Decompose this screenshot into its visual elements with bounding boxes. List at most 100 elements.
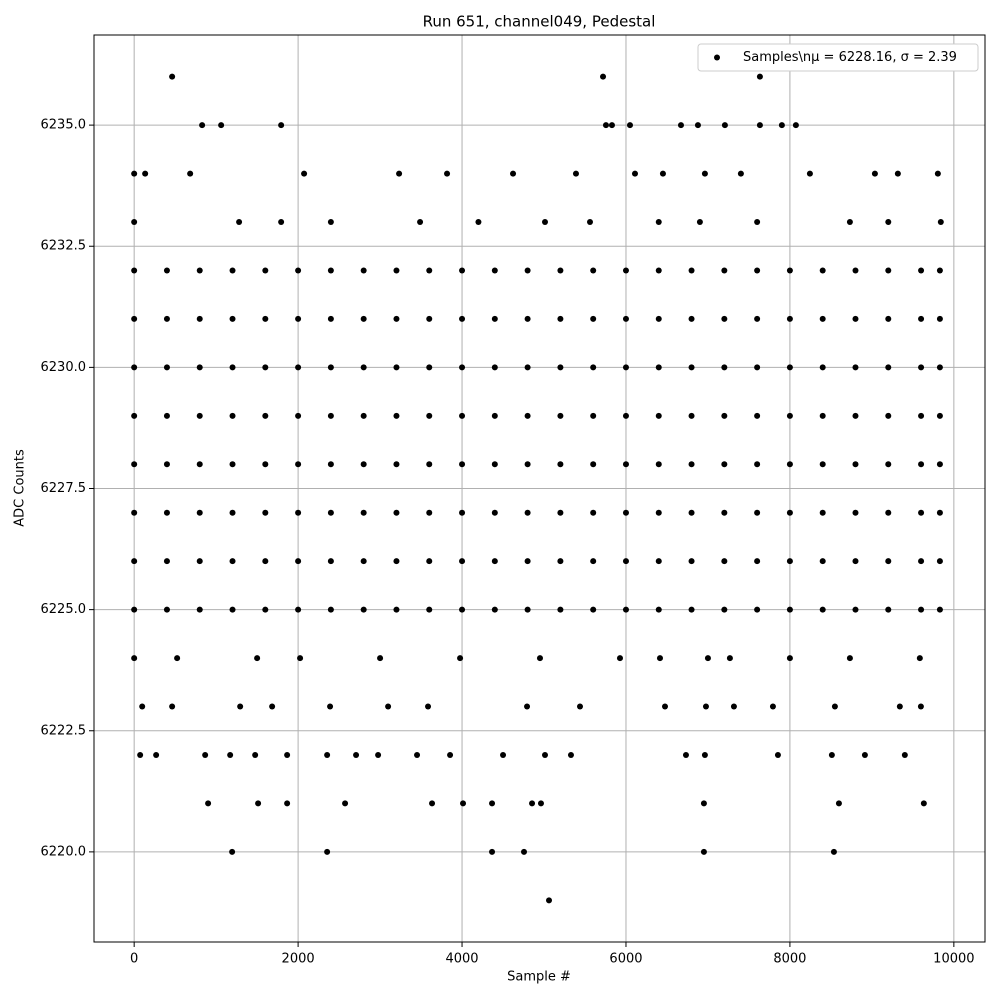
point [163, 412, 170, 419]
point [885, 364, 892, 371]
point [656, 655, 663, 662]
point [360, 267, 367, 274]
point [786, 412, 793, 419]
point [254, 655, 261, 662]
point [375, 751, 382, 758]
point [524, 509, 531, 516]
point [586, 219, 593, 226]
point [491, 364, 498, 371]
point [295, 509, 302, 516]
point [524, 315, 531, 322]
point [567, 751, 574, 758]
point [393, 606, 400, 613]
point [327, 219, 334, 226]
point [524, 461, 531, 468]
point [295, 315, 302, 322]
point [896, 703, 903, 710]
point [163, 364, 170, 371]
point [327, 509, 334, 516]
point [229, 412, 236, 419]
point [429, 800, 436, 807]
y-tick-label: 6230.0 [41, 360, 87, 375]
point [786, 606, 793, 613]
point [229, 848, 236, 855]
point [393, 461, 400, 468]
point [622, 267, 629, 274]
point [510, 170, 517, 177]
point [819, 315, 826, 322]
legend-label: Samples\nμ = 6228.16, σ = 2.39 [743, 50, 957, 65]
point [426, 412, 433, 419]
point [920, 800, 927, 807]
point [169, 73, 176, 80]
point [360, 412, 367, 419]
point [295, 412, 302, 419]
point [557, 267, 564, 274]
point [491, 412, 498, 419]
y-tick-label: 6235.0 [41, 118, 87, 133]
point [131, 315, 138, 322]
point [721, 412, 728, 419]
point [237, 703, 244, 710]
point [721, 558, 728, 565]
point [414, 751, 421, 758]
point [269, 703, 276, 710]
point [622, 315, 629, 322]
point [284, 800, 291, 807]
point [721, 122, 728, 129]
point [163, 315, 170, 322]
point [655, 461, 662, 468]
point [524, 606, 531, 613]
point [163, 509, 170, 516]
point [737, 170, 744, 177]
x-tick-label: 4000 [445, 952, 478, 967]
y-tick-label: 6232.5 [41, 239, 87, 254]
point [426, 461, 433, 468]
point [227, 751, 234, 758]
point [205, 800, 212, 807]
point [459, 412, 466, 419]
point [769, 703, 776, 710]
point [937, 219, 944, 226]
point [626, 122, 633, 129]
point [393, 509, 400, 516]
point [936, 558, 943, 565]
point [655, 558, 662, 565]
point [786, 315, 793, 322]
point [786, 655, 793, 662]
point [393, 412, 400, 419]
point [754, 412, 761, 419]
point [142, 170, 149, 177]
point [131, 267, 138, 274]
point [631, 170, 638, 177]
point [806, 170, 813, 177]
point [846, 219, 853, 226]
point [655, 219, 662, 226]
point [756, 73, 763, 80]
x-axis-label: Sample # [507, 970, 571, 985]
point [721, 315, 728, 322]
point [327, 412, 334, 419]
point [426, 606, 433, 613]
point [721, 509, 728, 516]
point [295, 364, 302, 371]
point [688, 461, 695, 468]
point [590, 461, 597, 468]
point [131, 219, 138, 226]
point [131, 509, 138, 516]
point [262, 461, 269, 468]
point [754, 558, 761, 565]
point [377, 655, 384, 662]
point [425, 703, 432, 710]
point [284, 751, 291, 758]
point [459, 315, 466, 322]
point [491, 315, 498, 322]
point [131, 558, 138, 565]
point [324, 848, 331, 855]
point [754, 509, 761, 516]
point [174, 655, 181, 662]
point [688, 315, 695, 322]
point [229, 267, 236, 274]
point [536, 655, 543, 662]
point [139, 703, 146, 710]
